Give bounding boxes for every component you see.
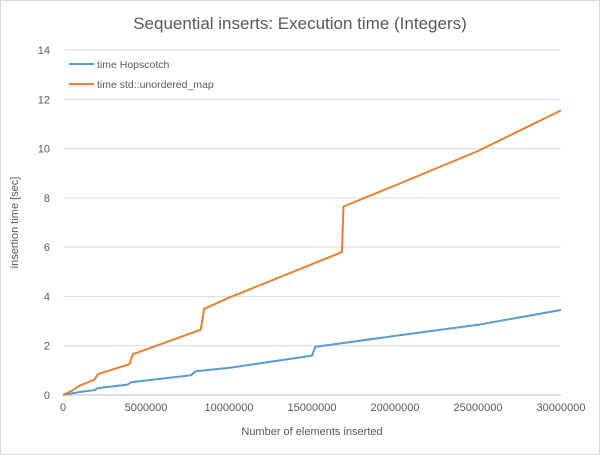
y-tick-label: 8 xyxy=(44,193,50,205)
gridlines xyxy=(63,49,561,347)
y-tick-label: 6 xyxy=(44,242,50,254)
y-axis-label: insertion time [sec] xyxy=(9,177,21,269)
legend-label: time Hopscotch xyxy=(97,59,170,71)
y-tick-labels: 0 2 4 6 8 10 12 14 xyxy=(38,45,50,402)
x-axis-label: Number of elements inserted xyxy=(241,426,382,438)
x-tick-label: 20000000 xyxy=(371,402,420,414)
x-tick-label: 5000000 xyxy=(125,402,168,414)
x-tick-label: 10000000 xyxy=(205,402,254,414)
y-tick-label: 4 xyxy=(44,291,50,303)
x-tick-label: 30000000 xyxy=(537,402,586,414)
x-tick-label: 0 xyxy=(60,402,66,414)
x-tick-label: 25000000 xyxy=(454,402,503,414)
y-tick-label: 0 xyxy=(44,390,50,402)
series-line-unordered-map xyxy=(62,109,562,396)
series-lines xyxy=(62,109,562,396)
series-line-hopscotch xyxy=(62,309,562,396)
y-tick-label: 12 xyxy=(38,94,50,106)
chart-title: Sequential inserts: Execution time (Inte… xyxy=(133,14,467,33)
y-tick-label: 10 xyxy=(38,144,50,156)
legend-label: time std::unordered_map xyxy=(97,79,214,91)
y-tick-label: 2 xyxy=(44,341,50,353)
y-tick-label: 14 xyxy=(38,45,50,57)
x-tick-label: 15000000 xyxy=(288,402,337,414)
x-tick-labels: 0 5000000 10000000 15000000 20000000 25000000… xyxy=(60,402,586,414)
